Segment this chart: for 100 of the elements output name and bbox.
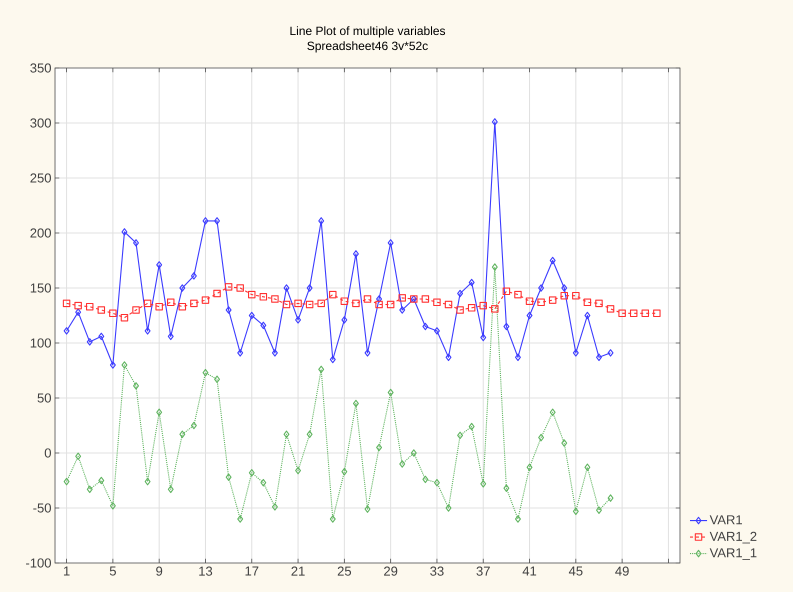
point [75,452,82,460]
point [446,354,452,362]
point [514,290,522,298]
point [468,304,476,312]
point [364,349,370,357]
point [434,327,440,335]
point [213,290,221,298]
point [144,478,151,486]
point [226,306,232,314]
point [526,464,532,472]
x-tick-label: 33 [430,566,444,576]
point [110,361,116,369]
y-tick-label: 250 [30,173,51,183]
point [550,408,556,416]
point [480,334,486,342]
point [410,449,417,457]
point [653,310,661,318]
point [155,302,163,310]
point [618,310,626,318]
point [237,349,244,357]
point [329,290,337,298]
point [434,478,440,486]
legend-label: VAR1_2 [710,532,756,544]
point [572,349,579,357]
point [294,300,302,308]
point [64,327,70,335]
point [202,368,208,376]
point [284,430,290,438]
point [109,310,117,318]
point [422,322,428,330]
point [202,296,210,304]
point [110,502,116,510]
point [538,434,544,442]
point [456,306,464,314]
point [122,361,128,369]
point [306,430,313,438]
point [190,300,198,308]
point [214,376,220,384]
point [537,298,545,306]
point [330,356,336,364]
point [132,306,140,314]
point [479,302,487,310]
point [422,295,430,303]
point [74,302,82,310]
point [341,468,348,476]
point [526,312,532,320]
point [608,494,614,502]
point [62,300,70,308]
point [375,300,383,308]
point [352,400,359,408]
chart-title: Line Plot of multiple variables [290,26,446,38]
y-tick-label: 100 [30,338,51,348]
point [399,306,406,314]
point [64,478,70,486]
x-tick-label: 49 [615,566,629,576]
x-tick-label: 45 [568,566,583,576]
point [120,314,128,322]
point [608,349,614,357]
point [179,430,186,438]
point [480,480,486,488]
point [178,302,186,310]
point [190,422,197,430]
point [538,284,544,292]
point [388,388,394,396]
point [572,508,579,516]
point [272,503,278,511]
point [352,250,359,258]
point [318,366,324,374]
point [386,300,394,308]
point [468,422,475,430]
point [248,312,255,320]
point [340,297,348,305]
point [202,217,208,225]
point [260,293,268,301]
point [214,217,220,225]
chart-subtitle: Spreadsheet46 3v*52c [307,41,428,52]
point [550,256,556,264]
point [444,300,452,308]
point [271,295,279,303]
legend-label: VAR1 [710,515,742,524]
point [399,460,406,468]
point [584,298,592,306]
y-tick-label: -50 [33,503,51,513]
point [502,288,510,296]
point [364,295,372,303]
point [295,466,302,474]
point [515,515,521,523]
y-tick-label: 300 [30,118,51,128]
point [168,486,174,494]
point [86,338,93,346]
point [190,272,197,280]
point [561,284,568,292]
point [376,444,382,452]
point [584,464,590,472]
point [548,296,556,304]
x-tick-label: 25 [338,566,352,576]
y-tick-label: 0 [44,448,51,458]
point [630,310,638,318]
x-tick-label: 5 [110,566,116,576]
point [260,322,266,330]
